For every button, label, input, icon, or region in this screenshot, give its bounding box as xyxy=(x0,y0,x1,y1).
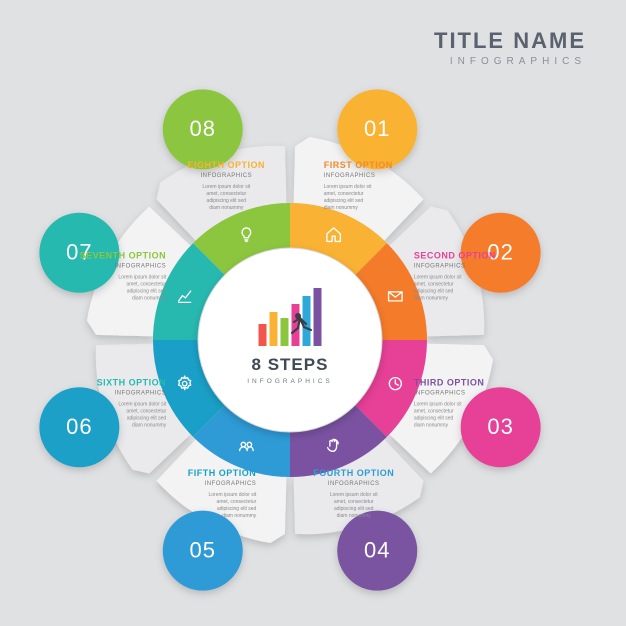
option-body-line: amet, consectetur xyxy=(126,409,166,415)
hub-circle xyxy=(198,248,382,432)
option-subtitle: INFOGRAPHICS xyxy=(200,173,252,179)
option-subtitle: INFOGRAPHICS xyxy=(328,481,380,487)
option-body-line: adipiscing elit sed xyxy=(127,416,167,422)
option-body-line: diam nonummy xyxy=(324,205,359,211)
option-body-line: Lorem ipsum dolor sit xyxy=(202,184,250,190)
option-body-line: amet, consectetur xyxy=(206,191,246,197)
hub-bar-2 xyxy=(281,318,289,346)
option-body-line: diam nonummy xyxy=(337,513,372,519)
step-number-03: 03 xyxy=(487,414,513,439)
option-subtitle: INFOGRAPHICS xyxy=(115,263,167,269)
option-title: FIRST OPTION xyxy=(324,160,393,170)
option-body-line: diam nonummy xyxy=(132,295,167,301)
header: TITLE NAME INFOGRAPHICS xyxy=(434,28,586,67)
option-subtitle: INFOGRAPHICS xyxy=(414,263,466,269)
option-body-line: diam nonummy xyxy=(132,423,167,429)
option-body-line: adipiscing elit sed xyxy=(324,198,364,204)
option-body-line: amet, consectetur xyxy=(414,409,454,415)
option-title: SECOND OPTION xyxy=(414,250,496,260)
step-number-04: 04 xyxy=(364,537,390,562)
step-number-06: 06 xyxy=(66,414,92,439)
option-subtitle: INFOGRAPHICS xyxy=(205,481,257,487)
option-body-line: diam nonummy xyxy=(414,295,449,301)
option-title: FOURTH OPTION xyxy=(313,468,394,478)
option-title: FIFTH OPTION xyxy=(188,468,257,478)
option-body-line: diam nonummy xyxy=(414,423,449,429)
option-title: SEVENTH OPTION xyxy=(80,250,167,260)
option-body-line: Lorem ipsum dolor sit xyxy=(414,402,462,408)
option-subtitle: INFOGRAPHICS xyxy=(414,391,466,397)
option-body-line: adipiscing elit sed xyxy=(334,506,374,512)
hub-bar-0 xyxy=(259,324,267,346)
step-number-05: 05 xyxy=(190,537,216,562)
page-subtitle: INFOGRAPHICS xyxy=(434,56,586,67)
option-subtitle: INFOGRAPHICS xyxy=(324,173,376,179)
option-body-line: diam nonummy xyxy=(209,205,244,211)
option-body-line: Lorem ipsum dolor sit xyxy=(208,492,256,498)
page-title: TITLE NAME xyxy=(434,28,586,54)
infographic-stage: 8 STEPSINFOGRAPHICS0102030405060708FIRST… xyxy=(0,0,626,626)
option-body-line: adipiscing elit sed xyxy=(217,506,257,512)
option-body-line: diam nonummy xyxy=(222,513,257,519)
option-body-line: amet, consectetur xyxy=(414,281,454,287)
option-body-line: amet, consectetur xyxy=(217,499,257,505)
center-title: 8 STEPS xyxy=(252,355,329,374)
hub-bar-1 xyxy=(270,312,278,346)
option-body-line: Lorem ipsum dolor sit xyxy=(118,274,166,280)
option-body-line: adipiscing elit sed xyxy=(414,416,454,422)
option-body-line: amet, consectetur xyxy=(324,191,364,197)
option-body-line: amet, consectetur xyxy=(126,281,166,287)
option-title: EIGHTH OPTION xyxy=(188,160,266,170)
option-body-line: adipiscing elit sed xyxy=(414,288,454,294)
option-body-line: adipiscing elit sed xyxy=(207,198,247,204)
option-body-line: Lorem ipsum dolor sit xyxy=(324,184,372,190)
step-number-01: 01 xyxy=(364,116,390,141)
step-number-08: 08 xyxy=(190,116,216,141)
option-body-line: Lorem ipsum dolor sit xyxy=(414,274,462,280)
option-body-line: Lorem ipsum dolor sit xyxy=(118,402,166,408)
option-body-line: adipiscing elit sed xyxy=(127,288,167,294)
option-subtitle: INFOGRAPHICS xyxy=(115,391,167,397)
option-title: SIXTH OPTION xyxy=(97,378,167,388)
hub-bar-5 xyxy=(314,288,322,346)
center-subtitle: INFOGRAPHICS xyxy=(247,378,332,385)
option-body-line: Lorem ipsum dolor sit xyxy=(330,492,378,498)
option-body-line: amet, consectetur xyxy=(334,499,374,505)
option-title: THIRD OPTION xyxy=(414,378,485,388)
